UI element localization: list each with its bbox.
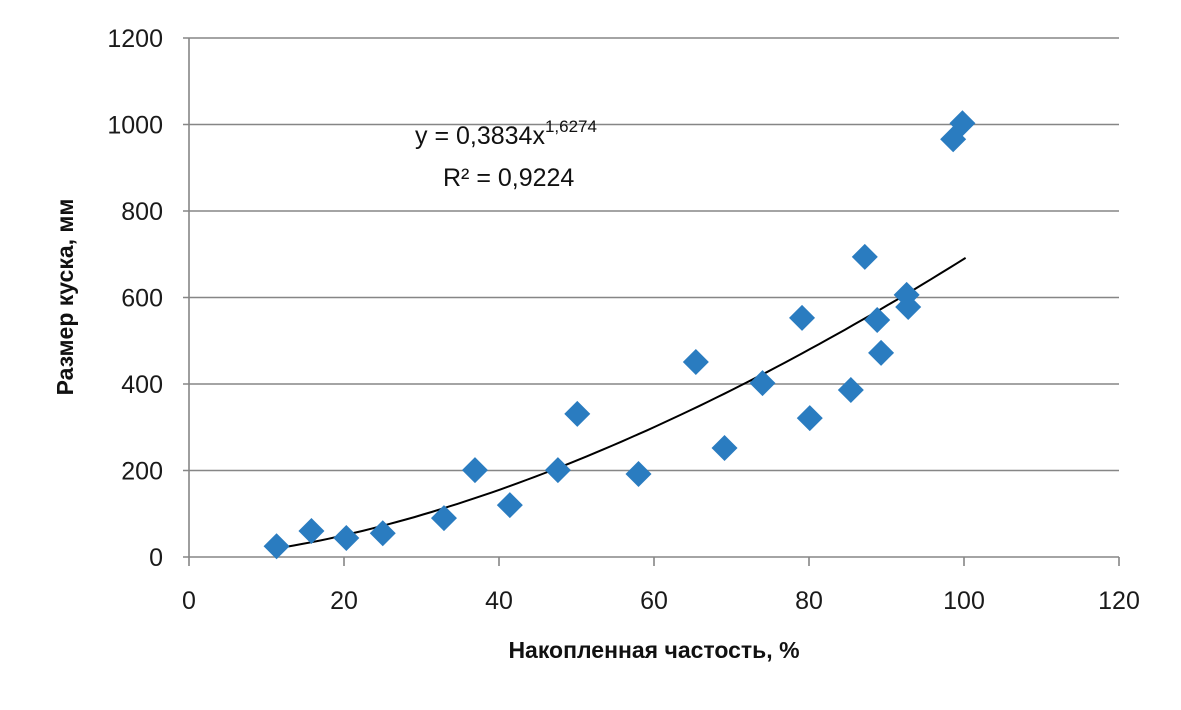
data-point-marker — [333, 524, 360, 551]
data-points — [263, 110, 976, 560]
data-point-marker — [298, 518, 325, 545]
data-point-marker — [461, 457, 488, 484]
data-point-marker — [949, 110, 976, 137]
trend-equation: y = 0,3834x1,6274 — [415, 117, 597, 150]
data-point-marker — [837, 377, 864, 404]
x-tick-label: 120 — [1098, 587, 1140, 615]
data-point-marker — [868, 339, 895, 366]
y-tick-label: 1000 — [107, 112, 163, 140]
x-tick-label: 0 — [182, 587, 196, 615]
y-tick-label: 400 — [121, 371, 163, 399]
y-tick-label: 200 — [121, 458, 163, 486]
data-point-marker — [895, 294, 922, 321]
y-tick-label: 800 — [121, 198, 163, 226]
data-point-marker — [430, 505, 457, 532]
data-point-marker — [711, 435, 738, 462]
gridlines — [183, 37, 1119, 558]
x-tick-label: 60 — [640, 587, 668, 615]
y-tick-label: 0 — [149, 544, 163, 572]
x-tick-labels: 0 20 40 60 80 100 120 — [182, 587, 1140, 615]
data-point-marker — [851, 243, 878, 270]
y-axis-title: Размер куска, мм — [52, 199, 78, 396]
axes — [188, 38, 1120, 566]
data-point-marker — [625, 460, 652, 487]
data-point-marker — [544, 457, 571, 484]
data-point-marker — [682, 348, 709, 375]
x-axis-title: Накопленная частость, % — [508, 637, 799, 663]
data-point-marker — [496, 492, 523, 519]
x-tick-label: 40 — [485, 587, 513, 615]
trendline — [276, 257, 967, 550]
data-point-marker — [369, 520, 396, 547]
y-tick-label: 1200 — [107, 25, 163, 53]
data-point-marker — [564, 400, 591, 427]
y-tick-label: 600 — [121, 285, 163, 313]
x-tick-label: 100 — [943, 587, 985, 615]
x-tick-label: 80 — [795, 587, 823, 615]
data-point-marker — [263, 533, 290, 560]
x-tick-label: 20 — [330, 587, 358, 615]
data-point-marker — [749, 370, 776, 397]
y-tick-labels: 0 200 400 600 800 1000 1200 — [107, 25, 163, 572]
r-squared: R² = 0,9224 — [443, 164, 574, 192]
data-point-marker — [796, 405, 823, 432]
data-point-marker — [789, 304, 816, 331]
data-point-marker — [864, 306, 891, 333]
